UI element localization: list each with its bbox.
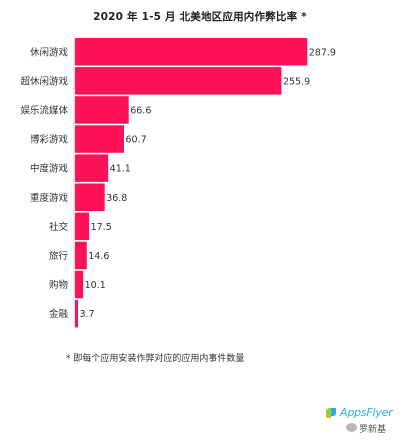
category-label: 超休闲游戏 xyxy=(20,75,68,87)
value-label: 66.6 xyxy=(130,105,151,116)
wechat-icon xyxy=(346,423,357,432)
value-label: 14.6 xyxy=(88,251,109,262)
value-label: 60.7 xyxy=(125,135,146,146)
bar xyxy=(75,212,90,241)
bar xyxy=(75,241,87,270)
value-label: 287.9 xyxy=(309,47,336,58)
value-label: 10.1 xyxy=(85,280,106,291)
value-label: 36.8 xyxy=(106,193,127,204)
bar xyxy=(75,96,129,124)
category-label: 博彩游戏 xyxy=(30,134,69,146)
bar xyxy=(75,67,282,95)
appsflyer-logo: AppsFlyer 罗新基 xyxy=(324,404,396,438)
bar xyxy=(75,270,84,299)
bar xyxy=(75,154,109,182)
appsflyer-mark-icon xyxy=(326,408,336,418)
bar xyxy=(75,125,124,153)
chart-title: 2020 年 1-5 月 北美地区应用内作弊比率 * xyxy=(93,11,307,23)
wechat-account-name: 罗新基 xyxy=(359,425,387,435)
bar-chart: 休闲游戏 287.9 超休闲游戏 255.9 娱乐流媒体 66.6 博彩游戏 60.7 中度游戏… xyxy=(20,36,336,328)
appsflyer-brand-text: AppsFlyer xyxy=(340,406,393,419)
value-label: 41.1 xyxy=(110,164,131,175)
footnote: * 即每个应用安装作弊对应的应用内事件数量 xyxy=(66,354,245,364)
bar xyxy=(75,299,78,328)
wechat-account-badge: 罗新基 xyxy=(346,422,394,435)
bar xyxy=(75,38,308,66)
value-label: 17.5 xyxy=(91,222,112,233)
category-label: 中度游戏 xyxy=(30,163,69,175)
category-label: 购物 xyxy=(49,279,69,291)
category-label: 重度游戏 xyxy=(30,192,69,204)
category-label: 旅行 xyxy=(49,250,69,262)
value-label: 255.9 xyxy=(283,76,310,87)
category-label: 休闲游戏 xyxy=(30,46,69,58)
category-label: 社交 xyxy=(49,221,69,233)
category-label: 金融 xyxy=(49,308,69,320)
bar xyxy=(75,183,105,211)
category-label: 娱乐流媒体 xyxy=(20,104,68,116)
value-label: 3.7 xyxy=(79,309,94,320)
